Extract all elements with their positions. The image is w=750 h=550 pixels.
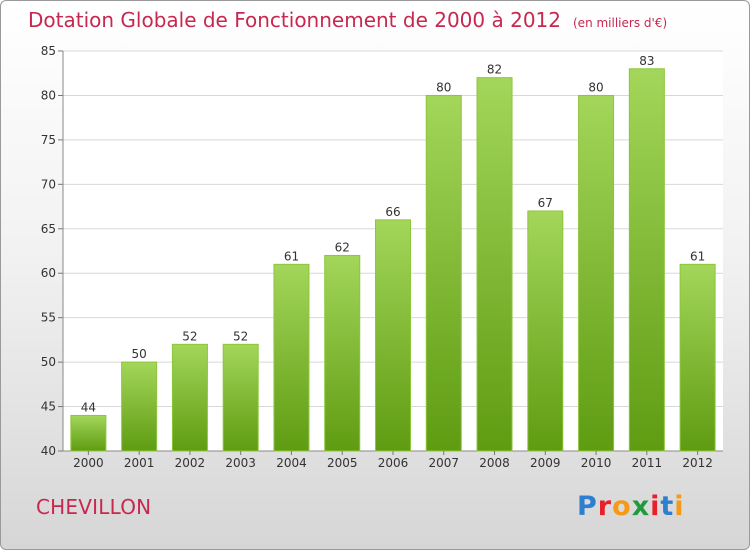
x-tick-label: 2011 (632, 456, 663, 470)
data-label: 50 (132, 347, 147, 361)
data-label: 52 (233, 329, 248, 343)
logo-letter: P (577, 491, 598, 522)
title-line: Dotation Globale de Fonctionnement de 20… (28, 8, 667, 32)
data-label: 44 (81, 400, 96, 414)
y-tick-label: 85 (41, 44, 56, 58)
data-label: 82 (487, 63, 502, 77)
proxiti-logo: Proxiti (577, 491, 685, 522)
y-tick-label: 75 (41, 133, 56, 147)
bar-2002 (171, 343, 208, 452)
x-tick-label: 2002 (175, 456, 206, 470)
y-tick-label: 55 (41, 311, 56, 325)
data-label: 62 (335, 240, 350, 254)
logo-letter: r (597, 491, 613, 522)
data-label: 66 (385, 205, 400, 219)
data-label: 67 (538, 196, 553, 210)
data-label: 83 (639, 54, 654, 68)
bar-2005 (324, 254, 361, 452)
bar-2001 (121, 361, 158, 452)
logo-letter: i (650, 491, 661, 522)
data-label: 80 (588, 80, 603, 94)
x-tick-label: 2000 (73, 456, 104, 470)
y-tick-label: 60 (41, 266, 56, 280)
x-tick-label: 2003 (225, 456, 256, 470)
y-tick-label: 80 (41, 88, 56, 102)
bar-2010 (578, 94, 615, 452)
logo-letter: x (631, 491, 651, 522)
logo-letter: o (612, 491, 632, 522)
data-label: 80 (436, 80, 451, 94)
bar-2007 (425, 94, 462, 452)
data-label: 61 (690, 249, 705, 263)
y-tick-label: 65 (41, 222, 56, 236)
x-tick-label: 2009 (530, 456, 561, 470)
y-tick-label: 50 (41, 355, 56, 369)
y-tick-label: 45 (41, 400, 56, 414)
x-tick-label: 2007 (428, 456, 459, 470)
data-label: 61 (284, 249, 299, 263)
data-label: 52 (182, 329, 197, 343)
bar-2000 (70, 414, 107, 452)
bar-2003 (222, 343, 259, 452)
bar-2012 (679, 263, 716, 452)
y-tick-label: 40 (41, 444, 56, 458)
bar-2009 (527, 210, 564, 452)
chart-title: Dotation Globale de Fonctionnement de 20… (28, 8, 561, 32)
x-tick-label: 2010 (581, 456, 612, 470)
bar-2008 (476, 77, 513, 452)
x-tick-label: 2006 (378, 456, 409, 470)
bar-2006 (375, 219, 411, 452)
y-tick-label: 70 (41, 177, 56, 191)
bar-2004 (273, 263, 310, 452)
logo-letter: t (660, 491, 675, 522)
x-tick-label: 2005 (327, 456, 358, 470)
x-tick-label: 2001 (124, 456, 155, 470)
x-tick-label: 2008 (479, 456, 510, 470)
x-tick-label: 2012 (682, 456, 713, 470)
commune-name: CHEVILLON (36, 495, 152, 519)
logo-letter: i (674, 491, 685, 522)
x-tick-label: 2004 (276, 456, 307, 470)
bar-2011 (628, 68, 665, 452)
chart-subtitle: (en milliers d'€) (573, 16, 668, 30)
